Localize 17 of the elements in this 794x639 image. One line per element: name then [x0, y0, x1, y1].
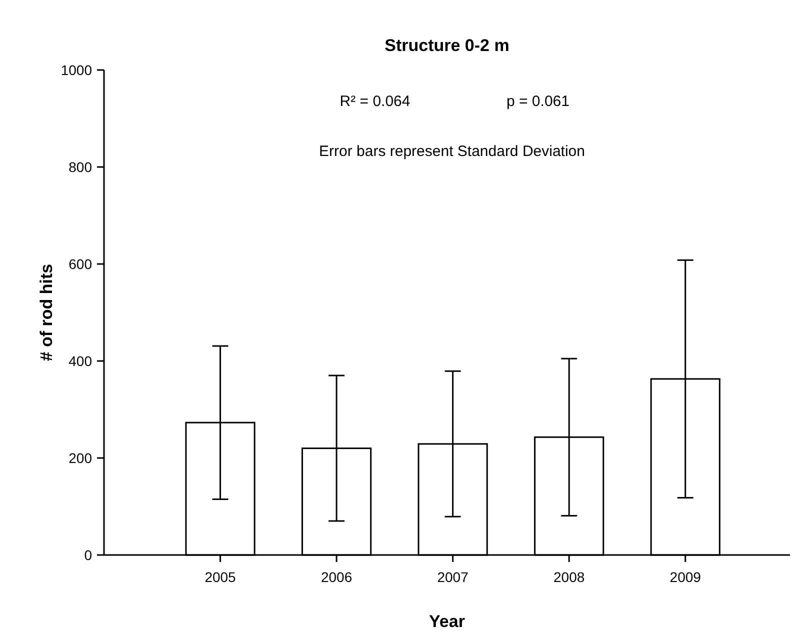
x-axis-title: Year — [429, 612, 466, 631]
x-tick-label: 2008 — [554, 569, 585, 585]
chart-title: Structure 0-2 m — [384, 36, 510, 55]
y-tick-label: 0 — [84, 546, 92, 563]
annotation: Error bars represent Standard Deviation — [319, 143, 585, 160]
y-tick-label: 400 — [68, 352, 92, 369]
x-tick-label: 2005 — [204, 569, 236, 585]
y-tick-label: 1000 — [60, 62, 92, 78]
y-axis-title: # of rod hits — [37, 264, 56, 362]
x-tick-label: 2007 — [437, 569, 469, 585]
y-tick-label: 600 — [68, 256, 92, 272]
x-tick-label: 2006 — [320, 569, 352, 585]
y-tick-label: 800 — [68, 158, 92, 175]
annotation: R² = 0.064 — [340, 93, 410, 110]
annotation: p = 0.061 — [506, 93, 570, 110]
y-tick-label: 200 — [68, 450, 92, 466]
x-tick-label: 2009 — [670, 569, 702, 585]
